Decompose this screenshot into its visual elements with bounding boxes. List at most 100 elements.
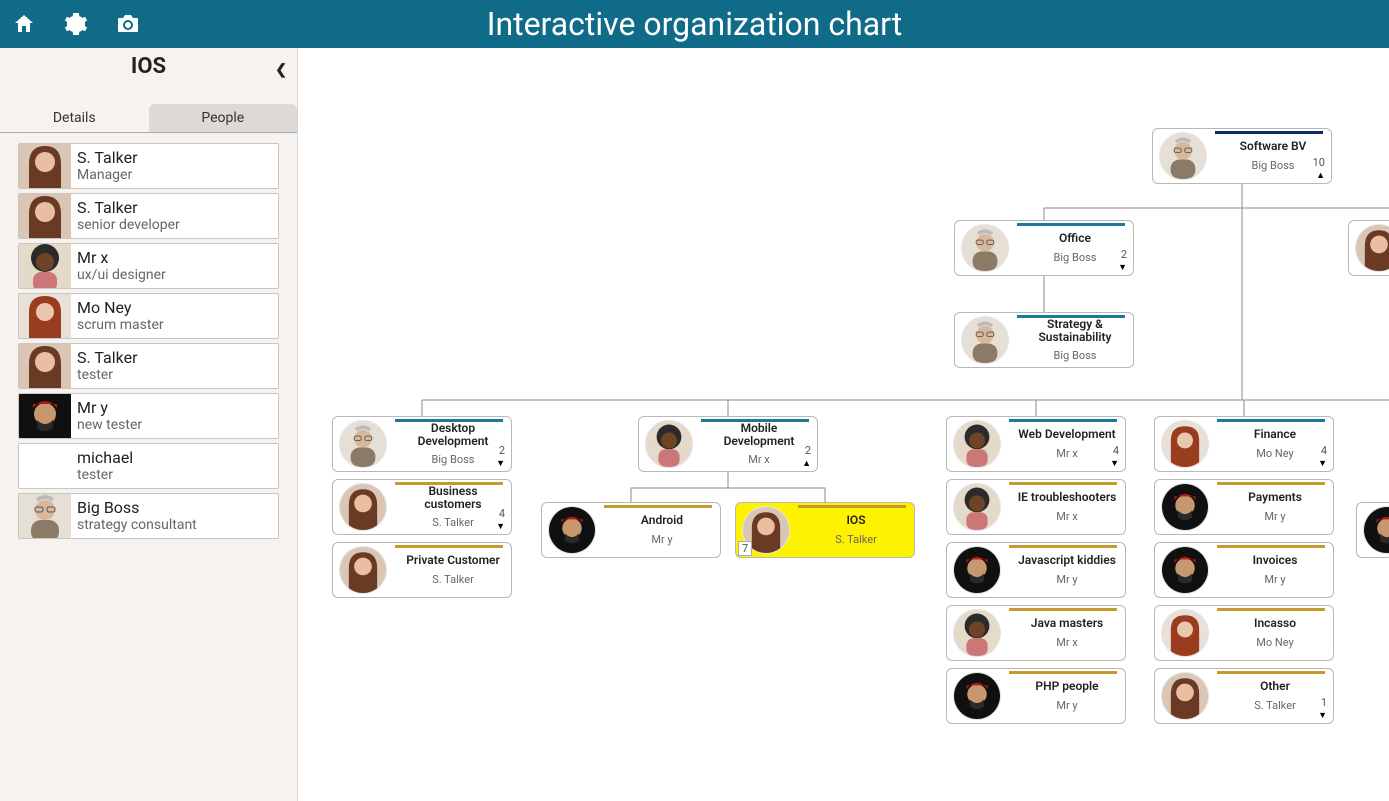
person-name: S. Talker [77,148,138,167]
node-title: IOS [842,514,869,527]
list-item[interactable]: Mr y new tester [18,393,279,439]
org-node[interactable]: IOS S. Talker 7 [735,502,915,558]
list-item[interactable]: Mo Ney scrum master [18,293,279,339]
node-title: Software BV [1236,140,1311,153]
node-color-bar [1217,671,1325,674]
org-node[interactable]: Finance Mo Ney 4▼ [1154,416,1334,472]
node-title: Javascript kiddies [1014,554,1120,567]
org-node[interactable] [1348,220,1389,276]
avatar [1355,224,1389,272]
list-item[interactable]: Mr x ux/ui designer [18,243,279,289]
avatar [953,483,1001,531]
list-item[interactable]: S. Talker senior developer [18,193,279,239]
home-icon[interactable] [12,12,36,36]
avatar [953,609,1001,657]
avatar [339,420,387,468]
org-node[interactable]: Incasso Mo Ney [1154,605,1334,661]
person-name: michael [77,448,133,467]
caret-down-icon[interactable]: ▼ [496,460,505,469]
node-color-bar [1217,419,1325,422]
node-subtitle: Mr y [1056,700,1077,712]
org-node[interactable]: Invoices Mr y [1154,542,1334,598]
node-color-bar [395,545,503,548]
page-title: Interactive organization chart [487,5,903,43]
org-node[interactable]: Other S. Talker 1▼ [1154,668,1334,724]
gear-icon[interactable] [64,12,88,36]
node-subtitle: Mr x [1056,511,1078,523]
node-color-bar [1215,131,1323,134]
node-title: Business customers [395,485,511,511]
person-role: strategy consultant [77,517,197,534]
avatar [961,224,1009,272]
avatar [645,420,693,468]
caret-up-icon[interactable]: ▲ [802,460,811,469]
org-node[interactable]: Software BV Big Boss 10▲ [1152,128,1332,184]
node-color-bar [1217,608,1325,611]
list-item[interactable]: michael tester [18,443,279,489]
camera-icon[interactable] [116,12,140,36]
org-node[interactable] [1356,502,1389,558]
list-item[interactable]: S. Talker Manager [18,143,279,189]
avatar [19,343,71,389]
tab-details[interactable]: Details [0,104,149,132]
node-color-bar [1009,419,1117,422]
org-node[interactable]: Mobile Development Mr x 2▲ [638,416,818,472]
avatar [339,483,387,531]
org-node[interactable]: Java masters Mr x [946,605,1126,661]
node-count: 1 [1321,696,1327,709]
org-node[interactable]: IE troubleshooters Mr x [946,479,1126,535]
node-color-bar [1017,223,1125,226]
org-node[interactable]: Business customers S. Talker 4▼ [332,479,512,535]
avatar [1161,420,1209,468]
chevron-left-icon[interactable]: ❮ [275,62,287,78]
person-name: Mo Ney [77,298,164,317]
org-node[interactable]: Javascript kiddies Mr y [946,542,1126,598]
avatar [1161,609,1209,657]
org-node[interactable]: Strategy & Sustainability Big Boss [954,312,1134,368]
org-node[interactable]: Payments Mr y [1154,479,1334,535]
node-title: Invoices [1249,554,1302,567]
org-node[interactable]: Office Big Boss 2▼ [954,220,1134,276]
node-color-bar [701,419,809,422]
org-node[interactable]: Web Development Mr x 4▼ [946,416,1126,472]
people-list: S. Talker Manager S. Talker senior devel… [0,133,297,549]
list-item[interactable]: Big Boss strategy consultant [18,493,279,539]
node-count: 7 [738,541,752,556]
org-node[interactable]: PHP people Mr y [946,668,1126,724]
avatar [953,420,1001,468]
node-color-bar [1217,482,1325,485]
caret-up-icon[interactable]: ▲ [1316,172,1325,181]
org-chart-canvas[interactable]: Software BV Big Boss 10▲ Office Big Boss… [298,48,1389,801]
node-color-bar [395,482,503,485]
person-role: new tester [77,417,142,434]
person-role: tester [77,467,133,484]
node-count: 2 [499,444,505,457]
org-node[interactable]: Desktop Development Big Boss 2 ▼ [332,416,512,472]
node-title: Other [1256,680,1294,693]
avatar [1161,672,1209,720]
node-title: Java masters [1027,617,1107,630]
node-title: Web Development [1014,428,1119,441]
caret-down-icon[interactable]: ▼ [496,523,505,532]
caret-down-icon[interactable]: ▼ [1118,264,1127,273]
node-title: PHP people [1031,680,1102,693]
node-count: 4 [499,507,505,520]
node-title: Android [637,514,687,527]
avatar [1159,132,1207,180]
node-color-bar [604,505,712,508]
org-node[interactable]: Private Customer S. Talker [332,542,512,598]
node-title: Desktop Development [395,422,511,448]
node-title: Incasso [1250,617,1300,630]
caret-down-icon[interactable]: ▼ [1318,712,1327,721]
node-title: IE troubleshooters [1014,491,1121,504]
org-node[interactable]: Android Mr y [541,502,721,558]
node-color-bar [395,419,503,422]
node-subtitle: Big Boss [432,454,475,466]
caret-down-icon[interactable]: ▼ [1110,460,1119,469]
sidebar: IOS ❮ Details People S. Talker Manager S… [0,48,298,801]
node-subtitle: Mr y [651,534,672,546]
node-subtitle: Big Boss [1054,350,1097,362]
tab-people[interactable]: People [149,104,298,132]
caret-down-icon[interactable]: ▼ [1318,460,1327,469]
list-item[interactable]: S. Talker tester [18,343,279,389]
